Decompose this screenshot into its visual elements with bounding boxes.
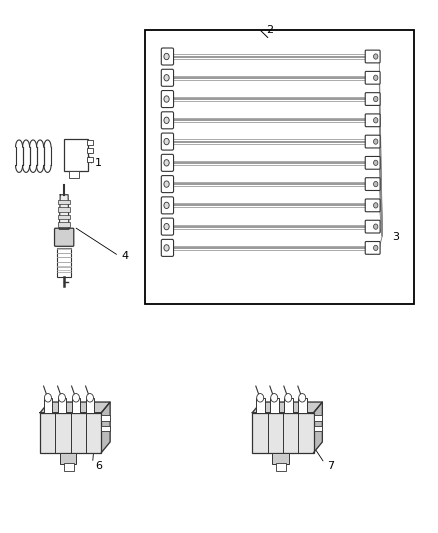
- Circle shape: [373, 75, 377, 80]
- FancyBboxPatch shape: [364, 71, 379, 84]
- Circle shape: [373, 181, 377, 187]
- Circle shape: [58, 393, 65, 402]
- Circle shape: [163, 181, 169, 187]
- Circle shape: [163, 75, 169, 81]
- Circle shape: [256, 393, 263, 402]
- Text: 2: 2: [266, 25, 273, 35]
- Bar: [64, 139, 88, 171]
- Bar: [101, 415, 110, 421]
- Circle shape: [298, 393, 305, 402]
- Circle shape: [163, 53, 169, 60]
- Bar: [58, 222, 70, 227]
- Circle shape: [373, 54, 377, 59]
- Circle shape: [373, 118, 377, 123]
- Polygon shape: [252, 402, 321, 413]
- Bar: [269, 398, 278, 413]
- Bar: [58, 215, 70, 219]
- Circle shape: [270, 393, 277, 402]
- Bar: [68, 171, 79, 177]
- FancyBboxPatch shape: [364, 135, 379, 148]
- Bar: [60, 453, 76, 464]
- Bar: [276, 463, 286, 471]
- FancyBboxPatch shape: [364, 199, 379, 212]
- FancyBboxPatch shape: [161, 175, 173, 192]
- Polygon shape: [40, 402, 110, 413]
- FancyBboxPatch shape: [161, 112, 173, 129]
- Bar: [87, 157, 93, 162]
- Circle shape: [163, 117, 169, 124]
- Bar: [272, 453, 288, 464]
- Circle shape: [373, 245, 377, 251]
- Circle shape: [163, 245, 169, 251]
- Circle shape: [373, 224, 377, 229]
- Circle shape: [373, 203, 377, 208]
- Bar: [87, 140, 93, 145]
- Circle shape: [163, 223, 169, 230]
- Bar: [145, 30, 413, 304]
- Bar: [87, 149, 93, 154]
- Text: 3: 3: [392, 232, 399, 243]
- FancyBboxPatch shape: [161, 133, 173, 150]
- FancyBboxPatch shape: [364, 177, 379, 190]
- FancyBboxPatch shape: [364, 157, 379, 169]
- Bar: [313, 426, 321, 431]
- FancyBboxPatch shape: [364, 241, 379, 254]
- Bar: [85, 398, 94, 413]
- Bar: [57, 398, 66, 413]
- FancyBboxPatch shape: [364, 220, 379, 233]
- Circle shape: [163, 160, 169, 166]
- Circle shape: [373, 96, 377, 102]
- FancyBboxPatch shape: [364, 93, 379, 106]
- Bar: [43, 398, 52, 413]
- Bar: [297, 398, 306, 413]
- Circle shape: [163, 139, 169, 145]
- Text: 1: 1: [95, 158, 102, 168]
- FancyBboxPatch shape: [161, 239, 173, 256]
- FancyBboxPatch shape: [161, 48, 173, 65]
- Circle shape: [163, 96, 169, 102]
- Bar: [313, 415, 321, 421]
- Circle shape: [163, 202, 169, 208]
- Bar: [255, 398, 264, 413]
- FancyBboxPatch shape: [364, 50, 379, 63]
- Bar: [64, 463, 74, 471]
- Circle shape: [72, 393, 79, 402]
- Bar: [58, 200, 70, 204]
- FancyBboxPatch shape: [161, 155, 173, 171]
- Text: 4: 4: [121, 251, 128, 261]
- Circle shape: [284, 393, 291, 402]
- FancyBboxPatch shape: [161, 91, 173, 108]
- FancyBboxPatch shape: [54, 228, 74, 246]
- Circle shape: [44, 393, 51, 402]
- Bar: [283, 398, 292, 413]
- Bar: [58, 207, 70, 212]
- FancyBboxPatch shape: [161, 197, 173, 214]
- Text: 7: 7: [326, 461, 333, 471]
- Polygon shape: [101, 402, 110, 453]
- Bar: [101, 426, 110, 431]
- Bar: [40, 413, 101, 453]
- Polygon shape: [313, 402, 321, 453]
- Circle shape: [86, 393, 93, 402]
- Circle shape: [373, 139, 377, 144]
- Bar: [252, 413, 313, 453]
- Circle shape: [373, 160, 377, 165]
- Bar: [71, 398, 80, 413]
- FancyBboxPatch shape: [364, 114, 379, 127]
- FancyBboxPatch shape: [161, 69, 173, 86]
- Polygon shape: [59, 195, 69, 229]
- FancyBboxPatch shape: [161, 218, 173, 235]
- Bar: [57, 248, 71, 277]
- Text: 6: 6: [95, 461, 102, 471]
